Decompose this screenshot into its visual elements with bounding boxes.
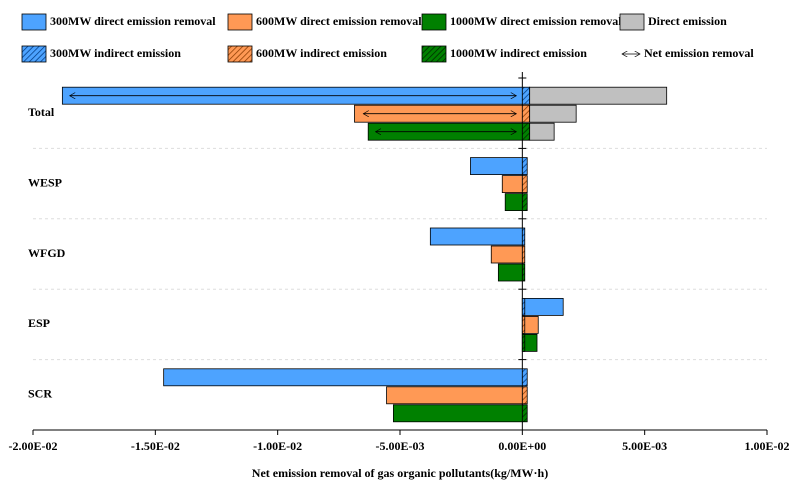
indirect-bar (521, 104, 531, 123)
direct-emission-bar (529, 86, 668, 105)
indirect-bar (521, 227, 526, 246)
indirect-bar (521, 315, 526, 334)
bar (497, 263, 523, 282)
indirect-bar (521, 368, 528, 387)
x-tick-label: -1.00E-02 (253, 439, 302, 453)
bar (521, 297, 564, 316)
bar (392, 404, 523, 423)
y-tick-label: Total (28, 105, 55, 119)
indirect-bar (521, 245, 526, 264)
legend-swatch (227, 45, 253, 63)
indirect-bar (521, 193, 528, 212)
direct-emission-bar (529, 122, 555, 141)
indirect-bar (521, 175, 528, 194)
legend-label: Direct emission (648, 14, 727, 28)
indirect-bar (521, 122, 531, 141)
x-tick-label: -5.00E-03 (376, 439, 425, 453)
bar (470, 157, 523, 176)
bar (490, 245, 523, 264)
x-tick-label: 0.00E+00 (498, 439, 546, 453)
legend-label: 300MW indirect emission (50, 46, 181, 60)
bar (504, 193, 523, 212)
legend-swatch (421, 13, 447, 31)
bar (386, 386, 523, 405)
x-tick-label: -1.50E-02 (131, 439, 180, 453)
legend-swatch (619, 13, 645, 31)
y-tick-label: SCR (28, 387, 52, 401)
legend-swatch (421, 45, 447, 63)
indirect-bar (521, 157, 528, 176)
bar (501, 175, 523, 194)
legend-label: 300MW direct emission removal (50, 14, 216, 28)
indirect-bar (521, 263, 526, 282)
x-axis-label: Net emission removal of gas organic poll… (252, 466, 548, 480)
x-tick-label: 1.00E-02 (745, 439, 790, 453)
legend-label: 1000MW direct emission removal (450, 14, 622, 28)
y-tick-label: WESP (28, 175, 62, 189)
bar (163, 368, 523, 387)
x-tick-label: -2.00E-02 (9, 439, 58, 453)
legend-swatch (21, 13, 47, 31)
legend-swatch (227, 13, 253, 31)
legend-label: 1000MW indirect emission (450, 46, 587, 60)
direct-emission-bar (529, 104, 577, 123)
x-tick-label: 5.00E-03 (622, 439, 667, 453)
y-tick-label: ESP (28, 316, 50, 330)
legend-label: Net emission removal (644, 46, 754, 60)
indirect-bar (521, 86, 531, 105)
y-tick-label: WFGD (28, 246, 66, 260)
indirect-bar (521, 297, 526, 316)
bar (429, 227, 523, 246)
indirect-bar (521, 386, 528, 405)
indirect-bar (521, 333, 526, 352)
legend-label: 600MW direct emission removal (256, 14, 422, 28)
legend-label: 600MW indirect emission (256, 46, 387, 60)
legend-swatch (21, 45, 47, 63)
indirect-bar (521, 404, 528, 423)
